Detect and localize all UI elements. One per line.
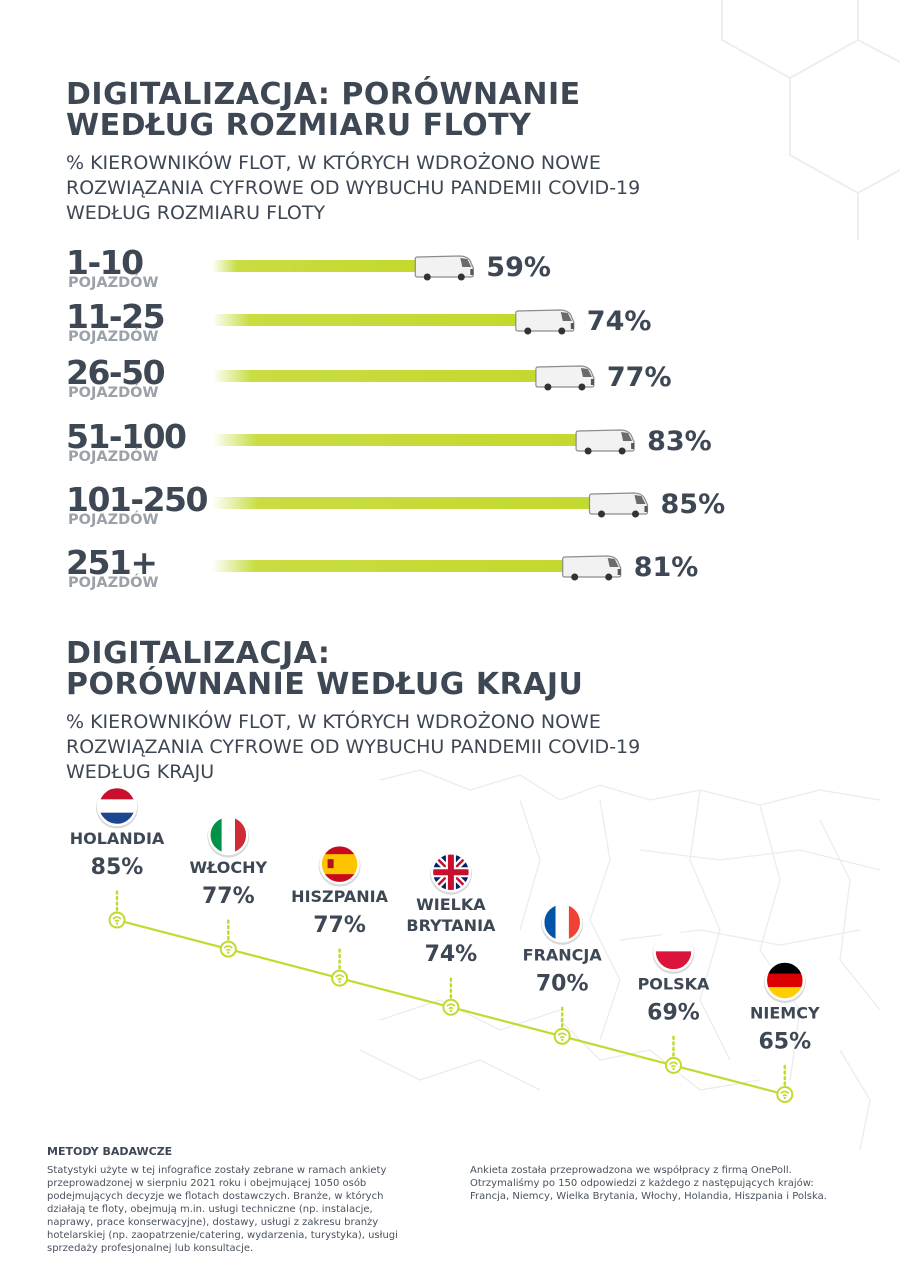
methods-text-line: hotelarskiej (np. zaopatrzenie/catering,… xyxy=(47,1230,398,1241)
flag-poland-icon xyxy=(652,931,695,974)
country-name-label: NIEMCY xyxy=(750,1003,820,1022)
methods-text-line: naprawy, prace konserwacyjne), dostawy, … xyxy=(47,1217,379,1228)
fleet-bar xyxy=(212,434,583,446)
country-name-label: HISZPANIA xyxy=(291,887,388,906)
fleet-value-label: 59% xyxy=(486,252,551,283)
country-value-label: 77% xyxy=(313,913,366,938)
wifi-icon xyxy=(776,1085,794,1103)
fleet-size-label: 251+ xyxy=(66,543,157,582)
country-point: 77% HISZPANIA xyxy=(291,843,389,987)
methods-title: METODY BADAWCZE xyxy=(47,1145,173,1158)
country-value-label: 69% xyxy=(647,1000,700,1025)
country-name-label: WŁOCHY xyxy=(189,858,267,877)
fleet-value-label: 77% xyxy=(607,362,672,393)
section1-title-line2: WEDŁUG ROZMIARU FLOTY xyxy=(66,108,532,143)
country-name-label: WIELKA xyxy=(416,895,486,914)
section2-subtitle-line2: ROZWIĄZANIA CYFROWE OD WYBUCHU PANDEMII … xyxy=(66,736,641,758)
fleet-bar xyxy=(212,260,422,272)
country-name-label: FRANCJA xyxy=(523,945,603,964)
fleet-size-label: 26-50 xyxy=(66,353,165,392)
section2-subtitle-line3: WEDŁUG KRAJU xyxy=(66,761,215,783)
fleet-unit-label: POJAZDÓW xyxy=(68,510,158,528)
fleet-size-label: 1-10 xyxy=(66,243,143,282)
fleet-value-label: 85% xyxy=(661,489,726,520)
van-icon xyxy=(535,365,595,391)
country-value-label: 74% xyxy=(425,942,478,967)
fleet-bar xyxy=(212,497,596,509)
methods-text-line: działają te floty, obejmują m.in. usługi… xyxy=(47,1204,373,1215)
methods-text-line: przeprowadzonej w sierpniu 2021 roku i o… xyxy=(47,1178,367,1189)
country-point: 70% FRANCJA xyxy=(523,902,603,1045)
flag-italy-icon xyxy=(207,814,250,858)
country-line-chart: 85% HOLANDIA 77% WŁOCHY 77% HISZPANIA 74% WIELK… xyxy=(70,785,820,1103)
wifi-icon xyxy=(108,911,126,929)
van-icon xyxy=(588,492,649,518)
section2-title-line2: PORÓWNANIE WEDŁUG KRAJU xyxy=(66,667,584,702)
section1-title-line1: DIGITALIZACJA: PORÓWNANIE xyxy=(66,77,581,112)
fleet-unit-label: POJAZDÓW xyxy=(68,273,158,291)
flag-spain-icon xyxy=(318,843,361,887)
europe-map-outline xyxy=(359,769,881,1151)
country-value-label: 70% xyxy=(536,971,589,996)
country-name-label: HOLANDIA xyxy=(70,829,165,848)
fleet-unit-label: POJAZDÓW xyxy=(68,383,158,401)
country-point: 69% POLSKA xyxy=(638,931,710,1074)
flag-france-icon xyxy=(541,902,584,945)
methods-text-line: Otrzymaliśmy po 150 odpowiedzi z każdego… xyxy=(470,1178,814,1189)
van-icon xyxy=(515,309,575,335)
country-value-label: 85% xyxy=(91,855,144,880)
fleet-bar-row: 251+POJAZDÓW 81% xyxy=(66,543,698,591)
country-point: 65% NIEMCY xyxy=(750,960,820,1103)
fleet-bar xyxy=(212,560,569,572)
section1-subtitle-line2: ROZWIĄZANIA CYFROWE OD WYBUCHU PANDEMII … xyxy=(66,177,641,199)
methods-text-line: Ankieta została przeprowadzona we współp… xyxy=(470,1165,792,1176)
van-icon xyxy=(562,555,622,581)
country-name-label: BRYTANIA xyxy=(406,916,496,935)
fleet-value-label: 74% xyxy=(587,306,652,337)
wifi-icon xyxy=(219,940,237,958)
fleet-unit-label: POJAZDÓW xyxy=(68,447,158,465)
section2-subtitle-line1: % KIEROWNIKÓW FLOT, W KTÓRYCH WDROŻONO N… xyxy=(66,711,601,733)
wifi-icon xyxy=(665,1056,682,1074)
methods-text-line: podejmujących decyzje we flotach dostawc… xyxy=(47,1191,384,1202)
wifi-icon xyxy=(553,1027,571,1045)
flag-netherlands-icon xyxy=(96,785,138,829)
fleet-size-label: 11-25 xyxy=(66,297,164,336)
methods-text-line: Statystyki użyte w tej infografice zosta… xyxy=(47,1165,387,1176)
methods-text-line: sprzedaży profesjonalnej lub konsultacje… xyxy=(47,1243,254,1254)
fleet-bar xyxy=(212,370,542,382)
methods-text-line: Francja, Niemcy, Wielka Brytania, Włochy… xyxy=(470,1191,827,1202)
country-point: 85% HOLANDIA xyxy=(70,785,165,929)
fleet-value-label: 83% xyxy=(647,426,712,457)
fleet-size-label: 101-250 xyxy=(66,480,208,519)
section1-subtitle-line1: % KIEROWNIKÓW FLOT, W KTÓRYCH WDROŻONO N… xyxy=(66,152,601,174)
country-name-label: POLSKA xyxy=(638,974,710,993)
country-value-label: 77% xyxy=(202,884,255,909)
section2-title-line1: DIGITALIZACJA: xyxy=(66,636,331,671)
fleet-size-label: 51-100 xyxy=(66,417,186,456)
country-point: 74% WIELKA BRYTANIA xyxy=(406,851,496,1016)
fleet-unit-label: POJAZDÓW xyxy=(68,327,158,345)
van-icon xyxy=(575,429,635,455)
van-icon xyxy=(414,255,474,281)
fleet-unit-label: POJAZDÓW xyxy=(68,573,158,591)
wifi-icon xyxy=(331,969,349,987)
flag-uk-icon xyxy=(429,851,472,895)
section1-subtitle-line3: WEDŁUG ROZMIARU FLOTY xyxy=(66,202,326,224)
fleet-bar xyxy=(212,314,522,326)
country-value-label: 65% xyxy=(758,1029,811,1054)
fleet-value-label: 81% xyxy=(634,552,699,583)
country-point: 77% WŁOCHY xyxy=(189,814,268,958)
hexagon-outlines xyxy=(721,0,900,240)
flag-germany-icon xyxy=(763,960,806,1003)
wifi-icon xyxy=(442,998,460,1016)
